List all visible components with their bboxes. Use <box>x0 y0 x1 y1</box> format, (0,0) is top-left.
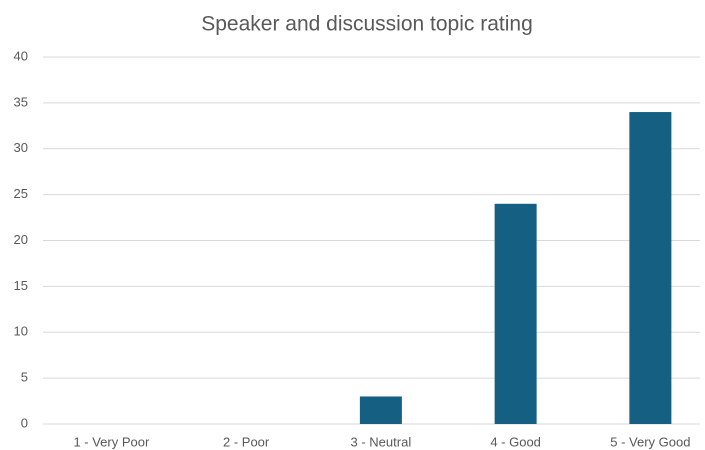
y-tick-label: 40 <box>14 48 28 63</box>
x-tick-label: 1 - Very Poor <box>73 434 150 449</box>
bar <box>629 112 672 425</box>
bar <box>359 396 402 424</box>
y-tick-label: 20 <box>14 232 28 247</box>
y-tick-label: 30 <box>14 140 28 155</box>
bar <box>494 203 537 424</box>
y-tick-label: 10 <box>14 324 28 339</box>
x-tick-label: 3 - Neutral <box>351 434 412 449</box>
chart-title: Speaker and discussion topic rating <box>201 13 533 36</box>
y-tick-label: 5 <box>21 370 28 385</box>
x-tick-label: 2 - Poor <box>223 434 270 449</box>
y-tick-label: 0 <box>21 415 28 430</box>
y-tick-label: 35 <box>14 94 28 109</box>
y-tick-label: 15 <box>14 278 28 293</box>
y-tick-label: 25 <box>14 186 28 201</box>
x-tick-label: 5 - Very Good <box>610 434 690 449</box>
x-tick-label: 4 - Good <box>490 434 541 449</box>
